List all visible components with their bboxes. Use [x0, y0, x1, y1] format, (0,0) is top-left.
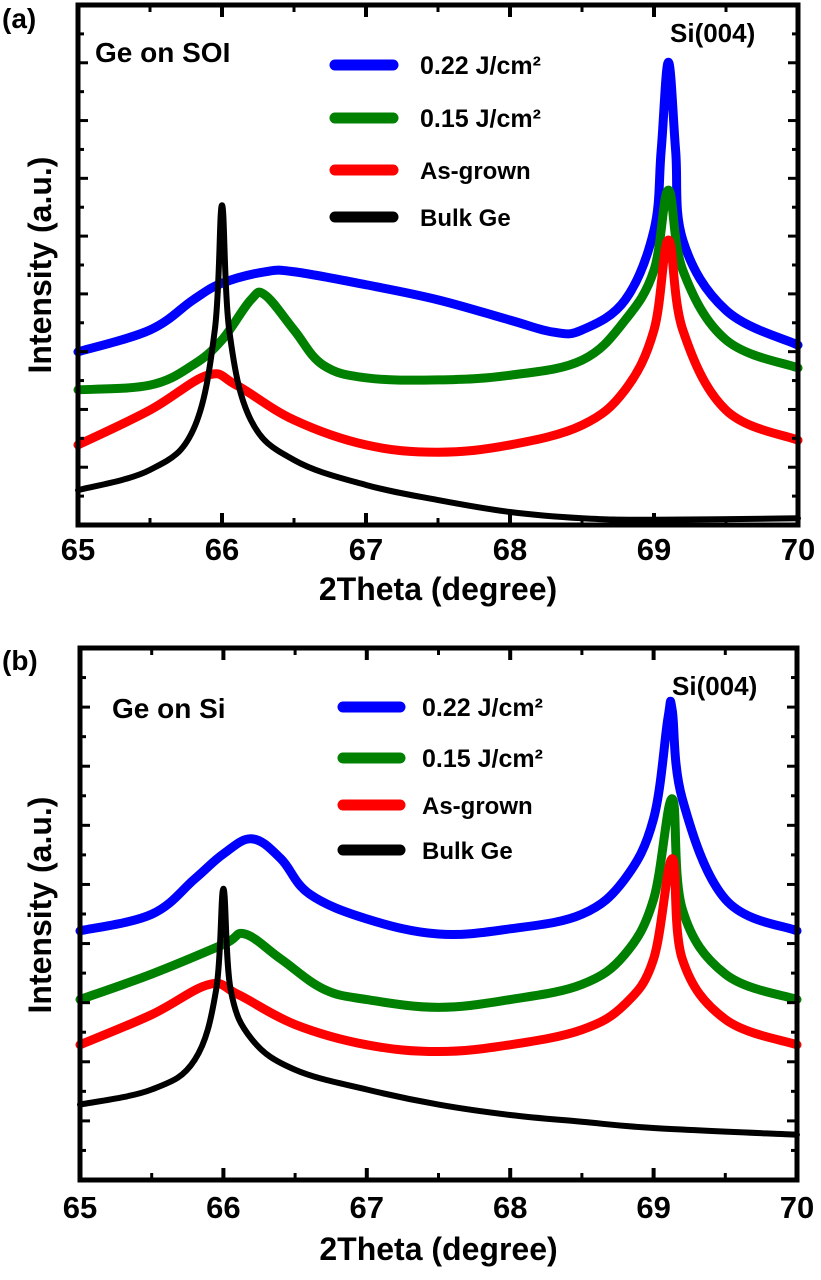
x-tick-label: 67 [350, 1190, 384, 1225]
series-line-as-grown [75, 854, 802, 1057]
series-line-bulk-ge [77, 885, 800, 1138]
legend-label: Bulk Ge [422, 838, 513, 865]
x-axis-label: 2Theta (degree) [319, 571, 557, 607]
series-line-as-grown [73, 235, 803, 457]
series-line-0-15-j-cm- [73, 185, 803, 395]
peak-annotation: Si(004) [670, 18, 755, 48]
x-tick-label: 66 [205, 532, 239, 567]
legend-label: 0.22 J/cm² [422, 694, 543, 722]
y-axis-label: Intensity (a.u.) [22, 797, 58, 1014]
y-axis-label: Intensity (a.u.) [22, 157, 58, 374]
legend-label: As-grown [420, 158, 531, 185]
x-tick-label: 70 [781, 532, 815, 567]
x-tick-label: 65 [63, 1190, 97, 1225]
x-tick-label: 69 [636, 1190, 670, 1225]
x-tick-label: 69 [637, 532, 671, 567]
legend-label: 0.22 J/cm² [420, 52, 541, 80]
x-tick-label: 66 [206, 1190, 240, 1225]
x-axis-label: 2Theta (degree) [319, 1231, 557, 1267]
panel-label: (a) [2, 3, 36, 34]
legend-label: 0.15 J/cm² [420, 105, 541, 133]
legend: 0.22 J/cm² 0.15 J/cm² As-grown Bulk Ge [329, 52, 541, 232]
x-tick-label: 68 [493, 532, 527, 567]
panel-b: 65 66 67 68 69 70 2Theta (degree) Intensity (a.… [2, 645, 814, 1267]
panel-title: Ge on Si [112, 693, 226, 724]
legend-label: 0.15 J/cm² [422, 745, 543, 773]
panel-a: 65 66 67 68 69 70 2Theta (degree) Intensity (a.… [2, 2, 815, 607]
legend-label: Bulk Ge [420, 205, 511, 232]
legend: 0.22 J/cm² 0.15 J/cm² As-grown Bulk Ge [337, 694, 543, 865]
panel-label: (b) [2, 645, 38, 676]
series-line-0-22-j-cm- [75, 696, 802, 939]
x-tick-label: 65 [61, 532, 95, 567]
x-tick-label: 70 [780, 1190, 814, 1225]
legend-label: As-grown [422, 793, 533, 820]
peak-annotation: Si(004) [672, 671, 757, 701]
plot-frame [77, 645, 800, 1183]
x-tick-label: 67 [349, 532, 383, 567]
x-tick-label: 68 [493, 1190, 527, 1225]
panel-title: Ge on SOI [95, 37, 230, 68]
